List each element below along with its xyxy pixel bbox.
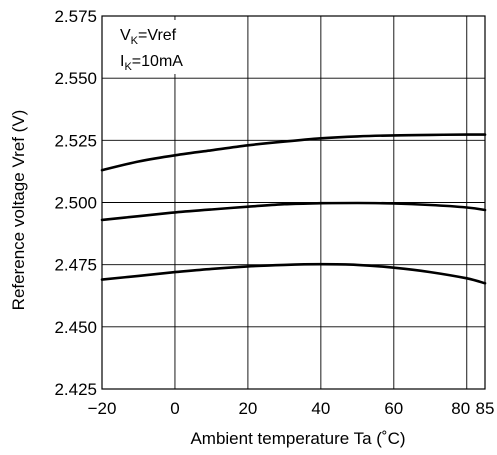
y-tick-labels: 2.425 2.450 2.475 2.500 2.525 2.550 2.575 [54,7,97,399]
annotation-line-vk: VK=Vref [120,27,177,47]
x-axis-title: Ambient temperature Ta (˚C) [190,429,405,448]
series-line-1 [100,133,487,172]
x-tick-label: 20 [238,399,257,418]
y-tick-label: 2.500 [54,194,97,213]
x-tick-labels: −20 0 20 40 60 80 85 [88,399,495,418]
annotation-line-ik: IK=10mA [120,53,183,73]
series-line-3 [100,262,487,285]
y-tick-label: 2.575 [54,7,97,26]
x-tick-label: 60 [384,399,403,418]
annotation-background [114,20,210,74]
x-tick-label: 80 [451,399,470,418]
plot-frame [101,15,486,390]
x-tick-label: −20 [88,399,117,418]
x-tick-label: 85 [476,399,495,418]
y-tick-label: 2.425 [54,380,97,399]
x-tick-label: 0 [170,399,179,418]
y-axis-title: Reference voltage Vref (V) [9,110,28,311]
series-lines [100,133,487,285]
series-line-2 [100,201,487,222]
y-tick-label: 2.550 [54,69,97,88]
x-tick-label: 40 [311,399,330,418]
y-tick-label: 2.450 [54,318,97,337]
annotation: VK=Vref IK=10mA [114,20,210,74]
y-tick-label: 2.475 [54,256,97,275]
y-tick-label: 2.525 [54,131,97,150]
